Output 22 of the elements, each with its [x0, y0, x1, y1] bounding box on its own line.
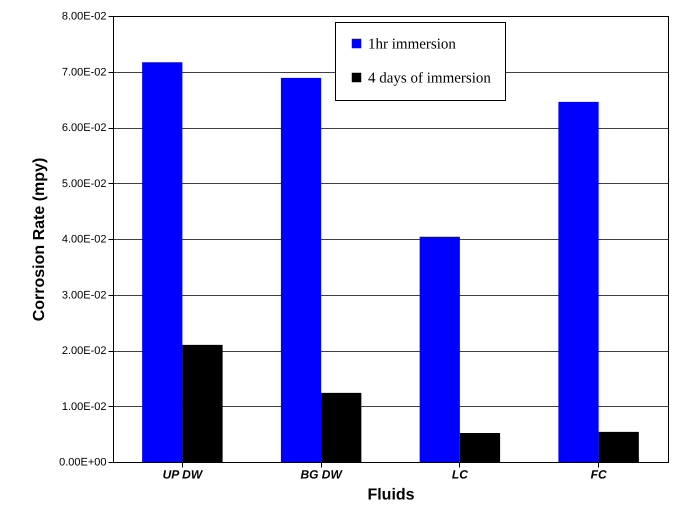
x-axis-title: Fluids	[367, 486, 415, 504]
y-tick-label: 6.00E-02	[62, 122, 106, 134]
y-tick-label: 1.00E-02	[62, 400, 106, 413]
y-tick-label: 7.00E-02	[62, 66, 106, 78]
x-tick-label: UP DW	[162, 468, 204, 482]
bar	[142, 62, 182, 462]
y-axis-title: Corrosion Rate (mpy)	[31, 158, 48, 322]
y-tick-label: 4.00E-02	[62, 234, 106, 246]
y-tick-label: 3.00E-02	[62, 289, 106, 302]
legend-label: 1hr immersion	[368, 36, 456, 52]
y-tick-label: 0.00E+00	[59, 456, 106, 468]
bar	[420, 236, 460, 462]
y-tick-label: 8.00E-02	[62, 10, 106, 22]
bar	[280, 78, 322, 462]
x-tick-label: FC	[590, 468, 607, 482]
x-tick-label: LC	[452, 468, 468, 482]
x-tick-label: BG DW	[300, 468, 344, 482]
bar	[558, 102, 599, 462]
y-tick-label: 2.00E-02	[62, 345, 106, 357]
y-tick-label: 5.00E-02	[62, 178, 106, 190]
legend-label: 4 days of immersion	[368, 70, 492, 86]
bar	[460, 433, 500, 462]
